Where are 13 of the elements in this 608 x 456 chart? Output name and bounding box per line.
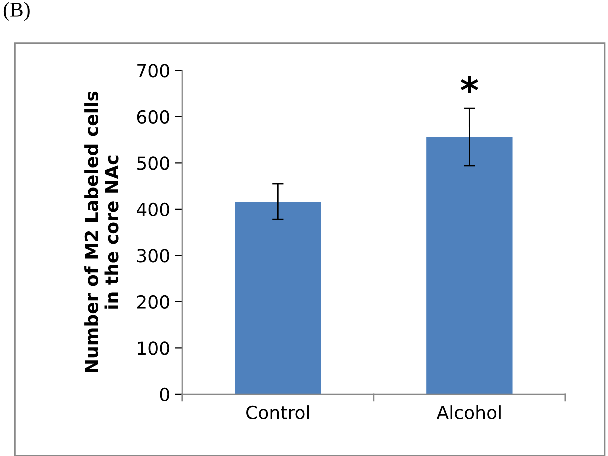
y-tick-label: 700	[138, 64, 170, 78]
x-tick-label: Alcohol	[436, 406, 501, 420]
annotation: *	[460, 76, 478, 94]
x-tick-label: Control	[246, 406, 310, 420]
y-tick-label: 400	[137, 202, 170, 217]
y-tick-label: 100	[138, 342, 170, 356]
y-axis-title: Number of M2 Labeled cells in the core NAc	[84, 92, 119, 372]
text: (B)	[4, 2, 30, 22]
y-tick-label: 500	[138, 156, 170, 170]
y-tick-label: 0	[160, 388, 170, 402]
y-tick-label: 200	[137, 295, 170, 310]
y-tick-label: 600	[137, 110, 170, 124]
y-tick-label: 300	[138, 249, 170, 263]
